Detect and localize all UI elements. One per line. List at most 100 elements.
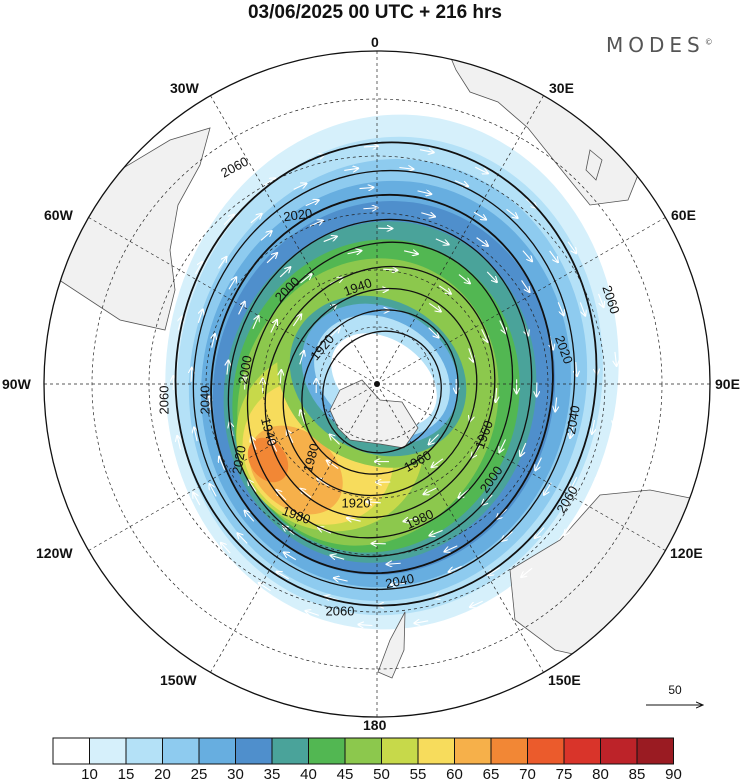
colorbar-label-70: 70: [519, 766, 536, 782]
colorbar-label-30: 30: [227, 766, 244, 782]
colorbar-swatch-70: [490, 737, 528, 765]
wind-vector: [259, 583, 271, 592]
lon-label-150w: 150W: [160, 672, 197, 688]
colorbar-swatch-55: [381, 737, 419, 765]
contour-line-8: [322, 330, 442, 454]
meridian-line: [88, 383, 378, 551]
wind-vector: [191, 368, 192, 382]
meridian-line: [376, 95, 544, 385]
colorbar-label-85: 85: [629, 766, 646, 782]
colorbar-label-60: 60: [446, 766, 463, 782]
wind-vector: [432, 458, 444, 467]
wind-vector: [325, 596, 339, 600]
wind-vector: [506, 208, 518, 218]
wind-vector: [522, 250, 532, 262]
wind-vector: [429, 302, 440, 311]
wind-vector: [194, 262, 202, 275]
wind-vector: [300, 274, 312, 284]
wind-vector: [475, 166, 488, 173]
wind-vector: [470, 600, 483, 607]
colorbar-label-55: 55: [410, 766, 427, 782]
contour-line-6: [282, 287, 478, 497]
colorbar-label-50: 50: [373, 766, 390, 782]
colorbar-swatch-20: [125, 737, 163, 765]
wind-vector: [334, 578, 348, 581]
lon-label-0: 0: [371, 34, 379, 50]
wind-vector: [252, 316, 259, 330]
brand-logo: MODES©: [606, 33, 713, 57]
wind-vector: [245, 511, 255, 522]
wind-vector: [329, 328, 340, 338]
shade-band-11: [247, 437, 289, 483]
colorbar-swatch-25: [162, 737, 200, 765]
wind-vector: [399, 167, 413, 169]
wind-vector: [496, 387, 497, 402]
pole-marker: [374, 381, 380, 387]
contour-line-1: [192, 169, 576, 591]
wind-vector: [598, 293, 604, 307]
contour-label: 2040: [384, 571, 415, 592]
wind-vector: [250, 214, 262, 224]
wind-vector: [323, 236, 337, 243]
contour-label: 2000: [235, 354, 255, 385]
wind-vector: [499, 320, 506, 333]
colorbar-label-15: 15: [118, 766, 135, 782]
wind-vector: [579, 302, 585, 315]
wind-vector: [262, 178, 275, 187]
colorbar-swatch-30: [198, 737, 236, 765]
wind-vector: [270, 320, 277, 333]
wind-vector: [327, 461, 339, 470]
wind-vector: [404, 518, 418, 521]
wind-vector: [193, 493, 201, 506]
wind-vector: [300, 410, 306, 424]
wind-vector: [209, 484, 217, 497]
colorbar-label-10: 10: [81, 766, 98, 782]
wind-vector: [614, 411, 616, 426]
wind-vector: [481, 329, 488, 342]
colorbar-swatch-80: [563, 737, 601, 765]
colorbar-swatch-90: [636, 737, 674, 765]
colorbar-label-65: 65: [483, 766, 500, 782]
wind-vector: [212, 334, 215, 348]
colorbar-swatch-45: [308, 737, 346, 765]
wind-vector: [473, 211, 486, 219]
colorbar-swatch-65: [454, 737, 492, 765]
wind-vector: [486, 271, 497, 282]
wind-vector: [449, 565, 462, 571]
contour-line-2: [210, 193, 554, 575]
meridian-line: [210, 95, 378, 385]
contour-line-4: [246, 241, 514, 539]
wind-vector: [331, 555, 345, 559]
wind-vector: [363, 208, 377, 209]
wind-vector: [476, 237, 488, 246]
wind-vector: [535, 457, 542, 471]
contour-label: 2060: [326, 603, 355, 618]
wind-vector: [428, 327, 439, 338]
wind-vector: [284, 552, 297, 561]
wind-vector: [266, 253, 277, 264]
wind-vector: [615, 351, 617, 366]
colorbar-swatch-50: [344, 737, 382, 765]
wind-vector: [279, 267, 290, 278]
wind-vector: [221, 543, 231, 554]
wind-vectors: [173, 146, 616, 625]
lon-label-90e: 90E: [715, 376, 740, 392]
colorbar-swatch-35: [235, 737, 273, 765]
wind-vector: [219, 457, 226, 470]
colorbar-swatch-15: [89, 737, 127, 765]
reference-vector-label: 50: [668, 683, 682, 697]
contour-label: 2020: [229, 444, 249, 475]
wind-vector: [358, 625, 373, 626]
wind-vector: [227, 361, 228, 375]
lon-label-60e: 60E: [671, 207, 696, 223]
contour-label: 2020: [282, 206, 313, 225]
wind-vector: [421, 213, 434, 217]
colorbar-label-45: 45: [337, 766, 354, 782]
meridian-line: [376, 383, 544, 673]
wind-vector: [306, 611, 319, 616]
wind-vector: [317, 478, 330, 487]
meridian-line: [376, 217, 666, 385]
wind-vector: [414, 621, 429, 623]
geopotential-contours: [174, 141, 598, 607]
